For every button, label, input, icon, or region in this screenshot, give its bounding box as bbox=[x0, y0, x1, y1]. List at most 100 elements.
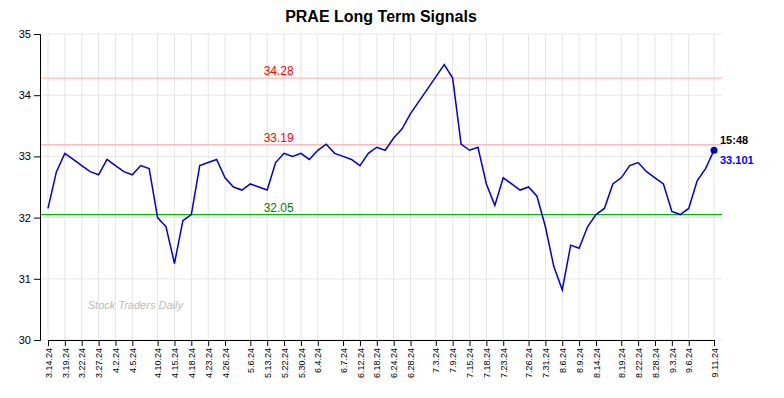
reference-labels: 33.1934.2832.05 bbox=[264, 64, 294, 214]
x-tick: 4.15.24 bbox=[170, 340, 180, 378]
x-tick: 3.22.24 bbox=[77, 340, 87, 378]
x-tick: 6.18.24 bbox=[372, 340, 382, 378]
grid bbox=[40, 34, 722, 340]
x-tick-mark bbox=[394, 340, 395, 346]
x-tick: 7.23.24 bbox=[499, 340, 509, 378]
x-tick-label: 9.11.24 bbox=[710, 348, 720, 377]
x-tick: 3.19.24 bbox=[61, 340, 71, 378]
x-tick: 7.3.24 bbox=[431, 340, 441, 373]
last-time-label: 15:48 bbox=[720, 134, 748, 146]
x-tick-mark bbox=[655, 340, 656, 346]
x-tick: 4.18.24 bbox=[187, 340, 197, 378]
grid-line-y bbox=[40, 95, 722, 96]
x-tick-mark bbox=[689, 340, 690, 346]
x-tick: 6.4.24 bbox=[313, 340, 323, 373]
price-line bbox=[48, 65, 714, 290]
x-tick: 7.18.24 bbox=[482, 340, 492, 378]
grid-line-x bbox=[545, 34, 546, 340]
x-tick: 4.2.24 bbox=[111, 340, 121, 373]
grid-line-x bbox=[393, 34, 394, 340]
grid-line-x bbox=[208, 34, 209, 340]
x-tick-label: 8.22.24 bbox=[634, 348, 644, 378]
grid-line-y bbox=[40, 156, 722, 157]
y-tick-label: 30 bbox=[19, 334, 31, 346]
x-axis: 3.14.243.19.243.22.243.27.244.2.244.5.24… bbox=[44, 340, 720, 378]
x-tick-mark bbox=[48, 340, 49, 346]
x-tick-mark bbox=[158, 340, 159, 346]
x-tick: 7.15.24 bbox=[465, 340, 475, 378]
grid-line-x bbox=[225, 34, 226, 340]
grid-line-y bbox=[40, 217, 722, 218]
reference-line bbox=[40, 214, 722, 215]
x-tick: 4.5.24 bbox=[128, 340, 138, 373]
x-tick-mark bbox=[318, 340, 319, 346]
x-tick: 8.9.24 bbox=[575, 340, 585, 373]
watermark: Stock Traders Daily bbox=[88, 299, 185, 311]
x-tick-label: 4.5.24 bbox=[128, 348, 138, 373]
grid-line-x bbox=[132, 34, 133, 340]
y-axis: 303132333435 bbox=[19, 28, 41, 346]
x-tick: 6.24.24 bbox=[389, 340, 399, 378]
x-tick-label: 7.31.24 bbox=[541, 348, 551, 378]
grid-line-x bbox=[376, 34, 377, 340]
x-tick-mark bbox=[174, 340, 175, 346]
x-tick-mark bbox=[115, 340, 116, 346]
x-tick-mark bbox=[579, 340, 580, 346]
x-tick-label: 5.13.24 bbox=[263, 348, 273, 378]
x-tick-label: 6.18.24 bbox=[372, 348, 382, 378]
x-tick-label: 8.19.24 bbox=[617, 348, 627, 378]
y-axis-line bbox=[34, 35, 41, 341]
grid-line-x bbox=[343, 34, 344, 340]
grid-line-x bbox=[595, 34, 596, 340]
x-tick-label: 8.14.24 bbox=[592, 348, 602, 378]
grid-line-x bbox=[98, 34, 99, 340]
x-tick-mark bbox=[545, 340, 546, 346]
x-tick-label: 6.24.24 bbox=[389, 348, 399, 378]
y-tick: 34 bbox=[19, 89, 40, 101]
x-tick-label: 5.30.24 bbox=[297, 348, 307, 378]
x-tick: 4.26.24 bbox=[221, 340, 231, 378]
grid-line-x bbox=[688, 34, 689, 340]
x-tick: 5.30.24 bbox=[297, 340, 307, 378]
x-tick-label: 3.22.24 bbox=[77, 348, 87, 378]
grid-line-x bbox=[174, 34, 175, 340]
chart-svg: 3031323334353.14.243.19.243.22.243.27.24… bbox=[0, 0, 784, 398]
grid-line-x bbox=[579, 34, 580, 340]
x-tick-mark bbox=[529, 340, 530, 346]
grid-line-x bbox=[81, 34, 82, 340]
x-tick-label: 9.6.24 bbox=[684, 348, 694, 373]
y-tick-mark bbox=[34, 34, 40, 35]
y-tick-mark bbox=[34, 340, 40, 341]
x-tick: 4.10.24 bbox=[153, 340, 163, 378]
x-tick-label: 6.12.24 bbox=[356, 348, 366, 378]
grid-line-x bbox=[317, 34, 318, 340]
x-tick: 8.22.24 bbox=[634, 340, 644, 378]
x-tick: 7.9.24 bbox=[448, 340, 458, 373]
x-tick-label: 3.27.24 bbox=[94, 348, 104, 378]
y-tick: 30 bbox=[19, 334, 40, 346]
grid-line-x bbox=[469, 34, 470, 340]
x-tick-mark bbox=[714, 340, 715, 346]
grid-line-x bbox=[410, 34, 411, 340]
x-tick: 3.27.24 bbox=[94, 340, 104, 378]
x-tick-mark bbox=[132, 340, 133, 346]
x-tick-label: 4.18.24 bbox=[187, 348, 197, 378]
x-tick-mark bbox=[503, 340, 504, 346]
x-tick-mark bbox=[596, 340, 597, 346]
grid-line-x bbox=[115, 34, 116, 340]
grid-line-x bbox=[48, 34, 49, 340]
x-tick: 8.14.24 bbox=[592, 340, 602, 378]
grid-line-x bbox=[157, 34, 158, 340]
grid-line-x bbox=[486, 34, 487, 340]
x-tick-label: 7.23.24 bbox=[499, 348, 509, 378]
last-point bbox=[711, 147, 718, 154]
x-tick-mark bbox=[343, 340, 344, 346]
grid-line-x bbox=[359, 34, 360, 340]
x-tick-label: 4.26.24 bbox=[221, 348, 231, 378]
y-tick-label: 33 bbox=[19, 150, 31, 162]
grid-line-x bbox=[191, 34, 192, 340]
chart-container: 3031323334353.14.243.19.243.22.243.27.24… bbox=[0, 0, 784, 398]
grid-line-x bbox=[671, 34, 672, 340]
y-tick: 32 bbox=[19, 212, 40, 224]
y-tick-mark bbox=[34, 279, 40, 280]
